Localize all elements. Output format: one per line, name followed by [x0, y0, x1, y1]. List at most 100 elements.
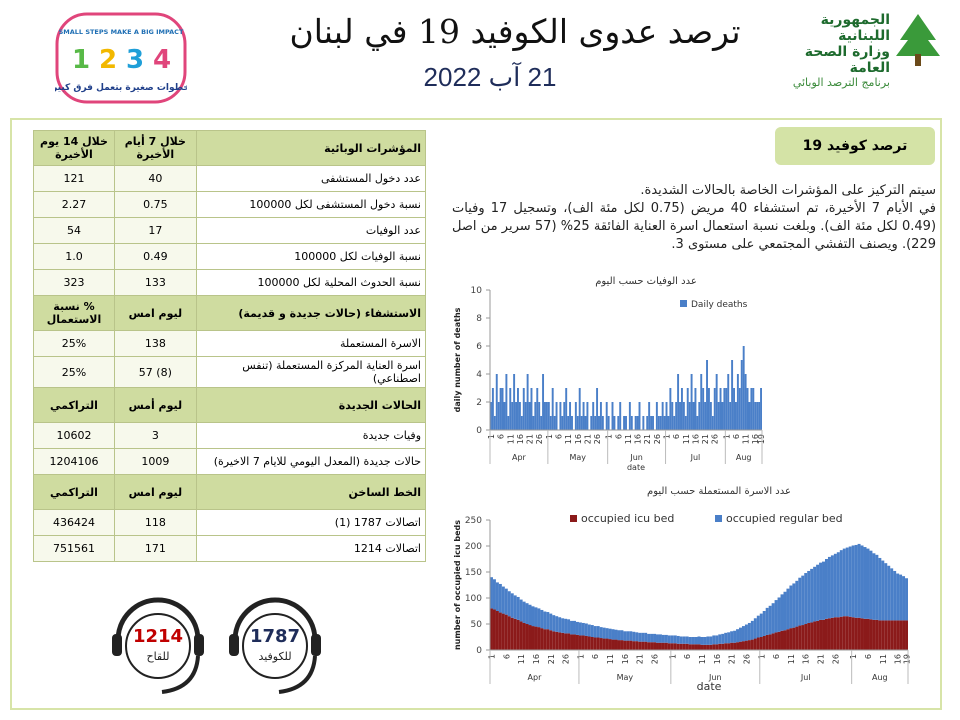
x-tick-label: 21	[817, 654, 826, 664]
bar	[792, 627, 796, 650]
bar	[727, 643, 731, 650]
month-label: Apr	[528, 673, 543, 682]
bar	[611, 639, 615, 650]
hotline-circle	[242, 613, 308, 679]
x-tick-label: 11	[742, 434, 751, 444]
bar	[638, 402, 641, 430]
month-label: Jun	[708, 673, 722, 682]
headset-ear	[112, 634, 122, 656]
x-tick-label: 26	[593, 434, 602, 444]
bar	[661, 642, 665, 650]
bar	[584, 635, 588, 650]
report-date: 21 آب 2022	[423, 62, 557, 92]
bar	[519, 621, 523, 650]
bar	[774, 600, 778, 633]
x-tick-label: 16	[634, 434, 643, 444]
table-cell: 436424	[33, 509, 115, 536]
bar	[746, 388, 749, 430]
bar	[567, 633, 571, 650]
bar	[582, 402, 585, 430]
table-cell: خلال 14 يوم الأخيرة	[33, 130, 115, 166]
bar	[498, 612, 502, 650]
cedar-shape	[896, 14, 940, 56]
x-tick-label: 26	[742, 654, 751, 664]
table-cell: الاسرة المستعملة	[195, 330, 427, 357]
bar	[544, 402, 546, 430]
y-tick-label: 200	[465, 542, 482, 552]
bar	[540, 609, 544, 629]
bar	[531, 606, 535, 627]
bar	[646, 416, 649, 430]
bar	[546, 629, 550, 650]
bar	[578, 635, 582, 650]
bar	[573, 620, 576, 635]
bar	[842, 548, 846, 617]
bar	[863, 618, 867, 650]
bar	[827, 618, 831, 650]
x-tick-label: 11	[506, 434, 515, 444]
bar	[549, 613, 553, 631]
bar	[709, 402, 712, 430]
bar	[570, 620, 574, 635]
bar	[848, 616, 852, 650]
bar	[700, 374, 703, 430]
bar	[824, 618, 828, 650]
bar	[493, 416, 496, 430]
x-tick-label: 16	[532, 654, 541, 664]
table-cell: 171	[113, 535, 197, 562]
headset-ear	[194, 634, 204, 656]
bar	[531, 626, 535, 650]
bar	[656, 634, 659, 643]
bar	[619, 402, 622, 430]
bar	[741, 641, 745, 650]
bar	[522, 601, 526, 623]
bar	[697, 636, 701, 645]
bar	[576, 416, 579, 430]
bar	[833, 553, 837, 618]
bar	[522, 622, 526, 650]
x-tick-label: 21	[728, 654, 737, 664]
bar	[707, 388, 710, 430]
table-row: عدد دخول المستشفى 40 121	[33, 165, 427, 192]
bar	[899, 620, 903, 650]
bar	[515, 402, 518, 430]
bar	[532, 416, 535, 430]
bar	[727, 374, 730, 430]
month-label: Aug	[736, 453, 752, 462]
table-cell: 3	[113, 422, 197, 449]
bar	[599, 627, 603, 639]
table-row: الخط الساخن ليوم امس التراكمي	[33, 474, 427, 510]
bar	[816, 564, 820, 621]
bar	[580, 416, 583, 430]
bar	[857, 543, 861, 618]
x-tick-label: 6	[497, 434, 506, 439]
bar	[551, 388, 554, 430]
bar	[768, 634, 772, 650]
bar	[661, 634, 665, 643]
bar	[513, 618, 517, 650]
bar	[667, 635, 671, 644]
bar	[552, 615, 556, 632]
bar	[765, 607, 769, 635]
headset-mic	[278, 655, 317, 694]
x-tick-label: 26	[831, 654, 840, 664]
bar	[608, 628, 612, 640]
bar	[543, 629, 547, 650]
table-cell: اتصالات 1787 (1)	[195, 509, 427, 536]
bar	[688, 644, 692, 650]
bar	[905, 620, 908, 650]
bar	[712, 635, 716, 645]
bar	[490, 608, 493, 650]
table-cell: 1204106	[33, 448, 115, 475]
table-row: اتصالات 1787 (1) 118 436424	[33, 509, 427, 536]
bar	[542, 374, 545, 430]
legend-swatch	[680, 300, 687, 307]
logo-digit: 1	[72, 45, 90, 75]
table-cell: التراكمي	[33, 387, 115, 423]
month-label: Jun	[629, 453, 643, 462]
bar	[706, 360, 708, 430]
bar	[730, 642, 734, 650]
x-tick-label: 1	[487, 654, 496, 659]
bar	[694, 388, 697, 430]
bar	[872, 553, 876, 620]
